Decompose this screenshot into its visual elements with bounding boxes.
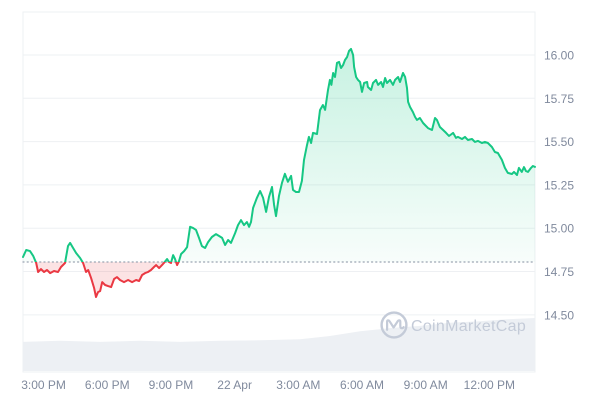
price-fills	[23, 48, 535, 297]
y-axis-label: 14.75	[544, 265, 574, 279]
y-axis-label: 15.00	[544, 222, 574, 236]
coinmarketcap-logo-icon	[380, 311, 408, 339]
price-lines	[22, 47, 536, 298]
x-axis-label: 9:00 PM	[149, 378, 194, 392]
x-axis-label: 6:00 AM	[340, 378, 384, 392]
y-axis-label: 15.25	[544, 178, 574, 192]
volume-series	[23, 318, 535, 371]
x-axis-label: 22 Apr	[217, 378, 252, 392]
coinmarketcap-watermark: CoinMarketCap	[380, 311, 526, 339]
y-axis-label: 15.75	[544, 92, 574, 106]
y-axis-label: 14.50	[544, 308, 574, 322]
volume-area	[23, 318, 535, 371]
y-axis-label: 16.00	[544, 48, 574, 62]
y-axis-label: 15.50	[544, 135, 574, 149]
x-axis-label: 9:00 AM	[404, 378, 448, 392]
price-line-up	[22, 47, 536, 262]
down-area-fill	[23, 261, 535, 297]
watermark-text: CoinMarketCap	[411, 318, 526, 335]
x-axis-label: 12:00 PM	[464, 378, 515, 392]
x-axis-label: 3:00 PM	[21, 378, 66, 392]
up-area-fill	[23, 48, 535, 262]
price-line-down	[34, 261, 180, 298]
x-axis-label: 6:00 PM	[85, 378, 130, 392]
x-axis-label: 3:00 AM	[276, 378, 320, 392]
axis-labels: 16.00 15.75 15.50 15.25 15.00 14.75 14.50 3:00 …	[21, 48, 574, 392]
